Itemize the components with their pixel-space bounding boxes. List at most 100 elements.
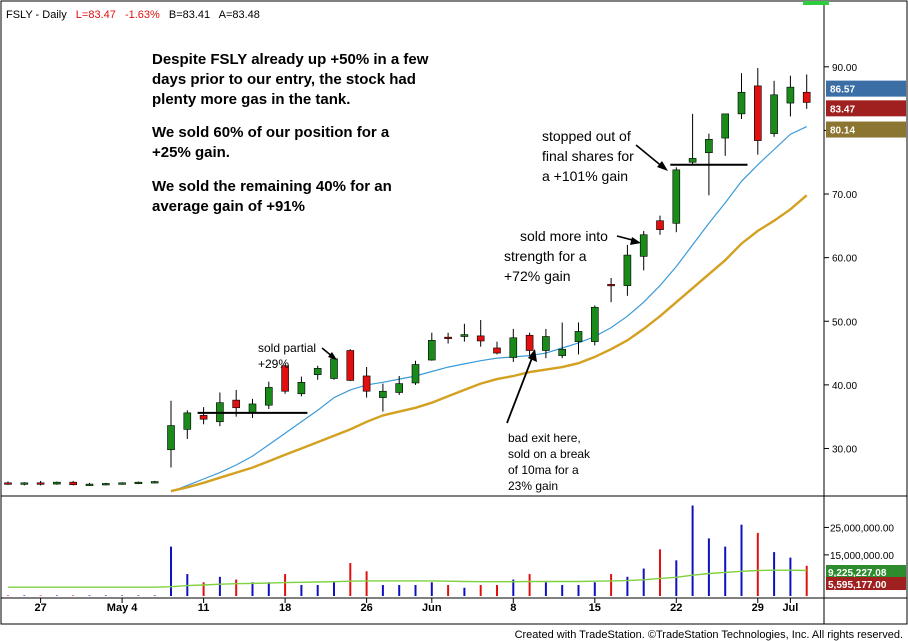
- main-line-1: Despite FSLY already up +50% in a few: [152, 51, 429, 68]
- candle-body: [656, 220, 664, 230]
- sold-more-line-3: +72% gain: [504, 268, 571, 284]
- candle-body: [411, 364, 420, 384]
- stopped-out-annotation: stopped out of final shares for a +101% …: [542, 128, 638, 184]
- candle-body: [525, 334, 534, 351]
- stopped-line-1: stopped out of: [542, 128, 631, 144]
- x-tick-label: 18: [279, 602, 291, 614]
- header-bid: B=83.41: [169, 9, 210, 21]
- candle-body: [69, 481, 77, 486]
- header-last: L=83.47: [76, 9, 116, 21]
- x-tick-label: Jun: [422, 602, 442, 614]
- sold-partial-line-2: +29%: [258, 357, 289, 371]
- candle-body: [623, 254, 632, 286]
- candle-body: [346, 350, 355, 381]
- sold-more-line-1: sold more into: [520, 228, 608, 244]
- ma10-line: [170, 126, 807, 493]
- price-tag-label: 86.57: [830, 85, 855, 96]
- candle-body: [721, 113, 730, 139]
- x-tick-label: 27: [34, 602, 46, 614]
- ma20-line: [170, 194, 808, 493]
- candle-body: [802, 91, 811, 103]
- candle-body: [102, 483, 110, 486]
- stopped-line-3: a +101% gain: [542, 168, 628, 184]
- chart-frame: [0, 0, 908, 625]
- candle-body: [705, 139, 713, 153]
- main-annotation: Despite FSLY already up +50% in a few da…: [152, 51, 433, 215]
- candle-body: [786, 86, 795, 104]
- sold-partial-line-1: sold partial: [258, 341, 316, 355]
- y-tick-label: 50.00: [832, 317, 857, 328]
- candle-body: [639, 234, 648, 257]
- header-symbol: FSLY - Daily: [6, 9, 67, 21]
- price-tag: [826, 80, 906, 97]
- status-indicator: [803, 1, 829, 5]
- candle-body: [427, 340, 436, 361]
- candle-body: [362, 375, 371, 392]
- x-tick-label: Jul: [782, 602, 798, 614]
- volume-ma-line: [8, 569, 807, 588]
- bad-exit-annotation: bad exit here, sold on a break of 10ma f…: [508, 431, 593, 493]
- candle-body: [379, 390, 387, 398]
- y-tick-label: 90.00: [832, 63, 857, 74]
- header-change: -1.63%: [125, 9, 160, 21]
- y-tick-label: 70.00: [832, 190, 857, 201]
- main-line-9: average gain of +91%: [152, 198, 305, 215]
- main-line-2: days prior to our entry, the stock had: [152, 71, 416, 88]
- stopped-out-arrow: [635, 144, 668, 171]
- sold-partial-arrow: [321, 347, 337, 360]
- bad-exit-line-1: bad exit here,: [508, 431, 581, 445]
- x-tick-label: 22: [670, 602, 682, 614]
- candle-body: [248, 403, 257, 414]
- volume-tag: [826, 577, 906, 590]
- main-line-3: plenty more gas in the tank.: [152, 91, 350, 108]
- volume-tick-label: 15,000,000.00: [830, 551, 894, 562]
- candle-body: [574, 331, 583, 342]
- candle-body: [688, 158, 697, 163]
- candle-body: [476, 335, 485, 342]
- candle-body: [607, 284, 615, 287]
- candle-body: [770, 94, 778, 134]
- candle-body: [493, 347, 501, 354]
- y-tick-label: 40.00: [832, 381, 857, 392]
- volume-tag-label: 5,595,177.00: [828, 580, 887, 591]
- x-tick-label: 15: [589, 602, 601, 614]
- candle-body: [509, 337, 518, 358]
- x-tick-label: 11: [198, 602, 210, 614]
- candle-body: [232, 399, 240, 409]
- candle-body: [134, 481, 143, 484]
- candle-body: [330, 358, 338, 379]
- sold-more-arrow: [616, 235, 641, 245]
- sold-more-line-2: strength for a: [504, 248, 587, 264]
- main-line-6: +25% gain.: [152, 144, 230, 161]
- candle-body: [85, 483, 94, 486]
- candle-body: [558, 348, 567, 356]
- header-ask: A=83.48: [219, 9, 260, 21]
- sold-more-annotation: sold more into strength for a +72% gain: [504, 228, 612, 284]
- main-line-8: We sold the remaining 40% for an: [152, 178, 392, 195]
- x-tick-label: May 4: [107, 602, 138, 614]
- candle-body: [36, 482, 45, 485]
- bad-exit-line-3: of 10ma for a: [508, 463, 579, 477]
- price-tag: [826, 121, 906, 138]
- candle-body: [199, 415, 208, 420]
- bad-exit-line-4: 23% gain: [508, 479, 558, 493]
- candle-body: [264, 387, 273, 406]
- x-tick-label: 8: [510, 602, 516, 614]
- svg-text:FSLY - Daily L=83.47 -: FSLY - Daily L=83.47 -1.63% B=83.41 A=83…: [6, 9, 260, 21]
- volume-tag-label: 9,225,227.08: [828, 568, 887, 579]
- candle-body: [183, 412, 192, 430]
- candle-body: [53, 481, 61, 485]
- candle-body: [118, 482, 126, 485]
- candle-body: [542, 336, 550, 351]
- candle-body: [590, 306, 599, 342]
- candle-body: [150, 481, 159, 484]
- bad-exit-line-2: sold on a break: [508, 447, 591, 461]
- stopped-line-2: final shares for: [542, 148, 634, 164]
- candle-body: [297, 382, 306, 395]
- candle-body: [753, 85, 762, 141]
- main-line-5: We sold 60% of our position for a: [152, 124, 390, 141]
- candle-body: [167, 425, 175, 451]
- volume-tag: [826, 565, 906, 578]
- price-tag-label: 80.14: [830, 126, 855, 137]
